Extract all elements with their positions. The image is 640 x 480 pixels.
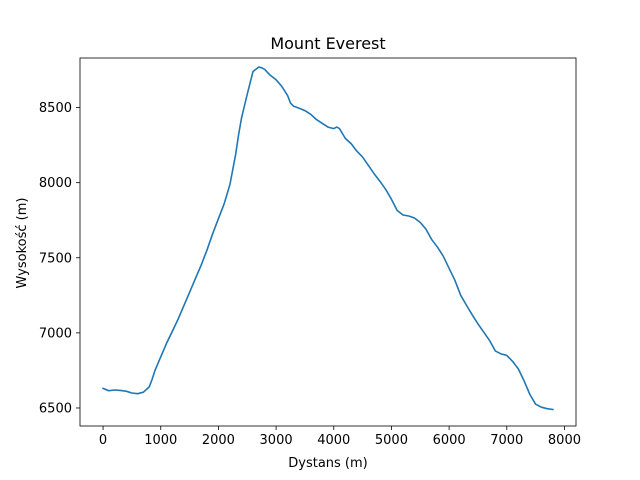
chart-title: Mount Everest (270, 34, 385, 53)
x-tick-label: 5000 (375, 433, 408, 448)
y-tick-label: 7500 (39, 251, 72, 266)
x-tick-label: 0 (99, 433, 107, 448)
plot-area (79, 57, 577, 427)
x-tick-label: 3000 (260, 433, 293, 448)
x-tick-label: 1000 (144, 433, 177, 448)
y-axis-ticks: 6500 7000 7500 8000 8500 (39, 101, 80, 416)
x-axis-ticks: 0 1000 2000 3000 4000 5000 6000 7000 8000 (99, 426, 581, 448)
series-line (102, 66, 554, 411)
x-tick-label: 6000 (433, 433, 466, 448)
y-tick-label: 8500 (39, 101, 72, 116)
y-tick-label: 8000 (39, 176, 72, 191)
x-tick-label: 4000 (317, 433, 350, 448)
x-tick-label: 7000 (490, 433, 523, 448)
y-tick-label: 6500 (39, 401, 72, 416)
x-axis-label: Dystans (m) (288, 456, 368, 471)
y-tick-label: 7000 (39, 326, 72, 341)
x-tick-label: 2000 (202, 433, 235, 448)
y-axis-label: Wysokość (m) (15, 198, 30, 289)
x-tick-label: 8000 (548, 433, 581, 448)
